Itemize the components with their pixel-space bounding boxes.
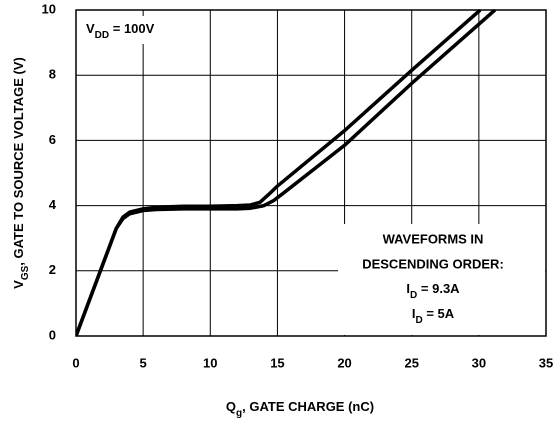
y-tick-label: 0 [49,327,56,342]
x-axis-label: Qg, GATE CHARGE (nC) [226,399,374,419]
y-tick-label: 4 [49,197,57,212]
y-axis-label: VGS, GATE TO SOURCE VOLTAGE (V) [11,57,31,289]
x-axis-label-part: Q [226,399,236,414]
note-part: V [86,21,95,36]
legend-entry-part: D [410,290,417,301]
y-axis-label-part: , GATE TO SOURCE VOLTAGE (V) [11,57,26,266]
x-axis-label-part: , GATE CHARGE (nC) [242,399,374,414]
series-line [76,9,497,337]
plot-frame [75,9,547,337]
x-tick-label: 10 [203,355,217,370]
y-tick-label: 8 [49,67,56,82]
legend-entry-part: = 9.3A [417,281,460,296]
legend-title: DESCENDING ORDER: [362,256,504,271]
x-tick-label: 15 [270,355,284,370]
legend-entry: ID = 9.3A [406,281,460,301]
note-part: DD [95,30,109,41]
legend-entry-part: I [412,306,416,321]
legend-title: WAVEFORMS IN [383,231,484,246]
note-part: = 100V [109,21,155,36]
x-tick-label: 0 [72,355,79,370]
y-tick-label: 2 [49,262,56,277]
x-tick-label: 5 [140,355,147,370]
x-tick-label: 30 [472,355,486,370]
x-axis-label-part: g [236,408,242,419]
y-axis-label-part: GS [20,265,31,280]
x-tick-label: 20 [337,355,351,370]
y-tick-label: 10 [42,1,56,16]
legend-entry-part: D [415,315,422,326]
note-box [78,16,148,44]
legend-box [338,224,545,335]
x-tick-label: 25 [404,355,418,370]
x-tick-label: 35 [539,355,553,370]
legend-entry: ID = 5A [412,306,455,326]
legend-entry-part: = 5A [423,306,455,321]
legend-entry-part: I [406,281,410,296]
y-tick-label: 6 [49,132,56,147]
y-axis-label-part: V [11,280,26,289]
note: VDD = 100V [86,21,155,41]
